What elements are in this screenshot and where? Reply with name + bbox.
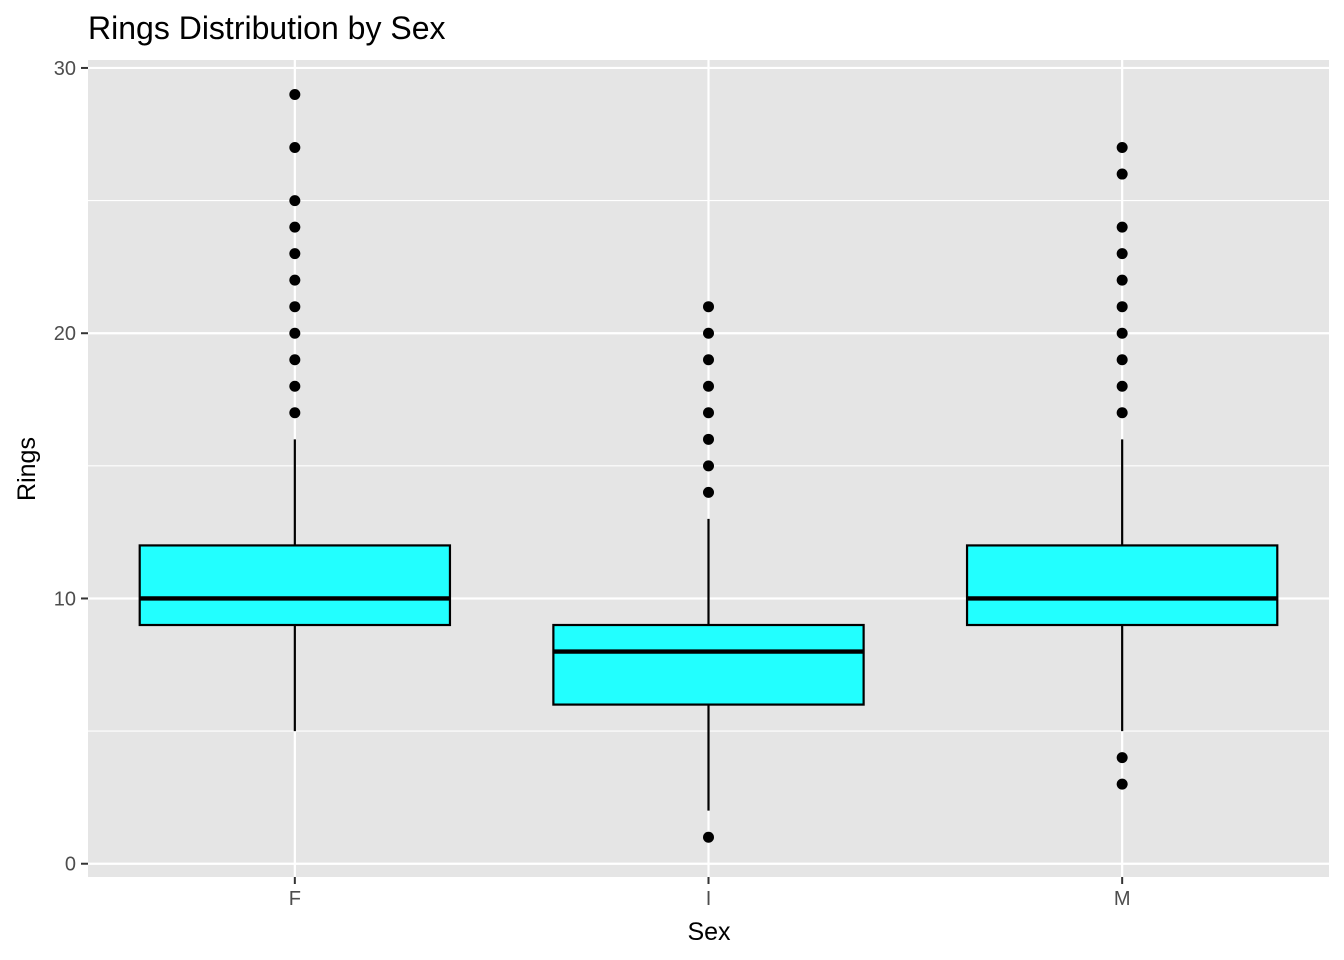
outlier-point (1116, 327, 1128, 339)
outlier-point (1116, 168, 1128, 180)
outlier-point (1116, 142, 1128, 154)
outlier-point (289, 195, 301, 207)
outlier-point (703, 831, 714, 843)
box-I (552, 301, 865, 843)
y-tick-label: 20 (54, 323, 76, 345)
outlier-point (1116, 407, 1128, 419)
outlier-point (1116, 301, 1128, 313)
outlier-point (703, 433, 714, 445)
outlier-point (289, 221, 301, 233)
x-tick-label: M (1114, 888, 1131, 910)
iqr-box (138, 544, 452, 627)
outlier-point (1116, 221, 1128, 233)
iqr-box (965, 544, 1279, 627)
outlier-point (1116, 274, 1128, 286)
y-tick-label: 30 (54, 58, 76, 80)
outlier-point (1116, 248, 1128, 260)
y-axis-title: Rings (13, 437, 41, 501)
y-tick-label: 0 (65, 854, 76, 876)
outlier-point (289, 327, 301, 339)
chart-title: Rings Distribution by Sex (88, 10, 445, 46)
outlier-point (1116, 778, 1128, 790)
outlier-point (289, 142, 301, 154)
axes: 0 10 20 30 F I M (54, 58, 1131, 910)
outlier-point (703, 460, 714, 472)
outlier-point (703, 380, 714, 392)
iqr-box (552, 623, 865, 706)
outlier-point (1116, 752, 1128, 764)
outlier-point (289, 301, 301, 313)
outlier-point (289, 274, 301, 286)
outlier-point (703, 407, 714, 419)
outlier-point (703, 486, 714, 498)
outlier-point (703, 301, 714, 313)
y-tick-label: 10 (54, 588, 76, 610)
box-M (965, 142, 1279, 790)
box-F (138, 88, 452, 732)
outlier-point (289, 407, 301, 419)
x-axis-title: Sex (687, 918, 731, 946)
outlier-point (289, 354, 301, 366)
outlier-point (289, 88, 301, 100)
boxes (138, 88, 1279, 843)
outlier-point (703, 327, 714, 339)
outlier-point (289, 248, 301, 260)
x-tick-label: I (706, 888, 712, 910)
outlier-point (289, 380, 301, 392)
outlier-point (1116, 380, 1128, 392)
outlier-point (703, 354, 714, 366)
x-tick-label: F (289, 888, 301, 910)
outlier-point (1116, 354, 1128, 366)
